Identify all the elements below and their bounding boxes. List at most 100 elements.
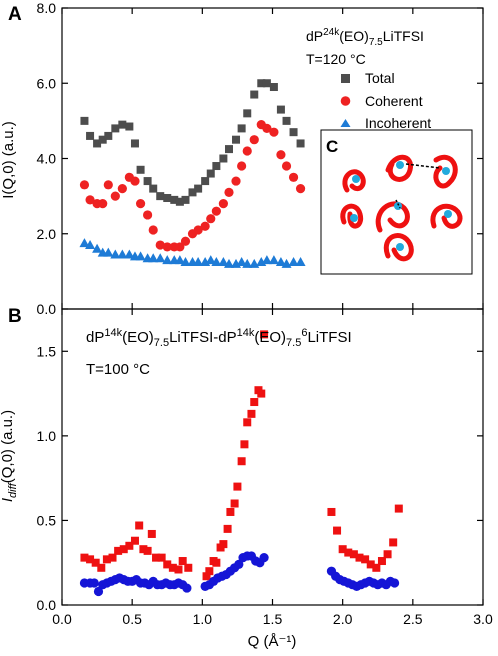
panel-b-series-0-point	[226, 507, 235, 516]
panel-a-incoherent-point	[218, 256, 229, 266]
panel-b-series-0-point	[135, 521, 144, 530]
panel-b: B 0.0 0.5 1.0 1.5 0.0 0.5 1.0 1.5 2.0 2.5 3.0 dP1…	[0, 306, 493, 650]
panel-a-coherent-point	[130, 176, 140, 186]
ion-5-icon	[394, 202, 402, 210]
legend-label-incoherent: Incoherent	[365, 115, 431, 131]
panel-b-series-0-point	[240, 440, 249, 449]
panel-a-coherent-point	[262, 123, 272, 133]
panel-a-incoherent-point	[205, 255, 216, 265]
panel-a-coherent-point	[162, 242, 172, 252]
panel-a-total-point	[86, 131, 95, 140]
panel-b-series-0-point	[130, 536, 139, 545]
panel-b-series-0-point	[230, 499, 239, 508]
panel-a-coherent-point	[193, 225, 203, 235]
panel-b-series-0-point	[383, 550, 392, 559]
x-tick-label: 3.0	[473, 611, 493, 627]
panel-a-total-point	[219, 154, 228, 163]
panel-a-coherent-point	[249, 135, 259, 145]
legend-label-coherent: Coherent	[365, 93, 423, 109]
panel-b-series-0-point	[143, 546, 152, 555]
panel-a-coherent-point	[180, 236, 191, 246]
panel-a-total-point	[111, 124, 120, 133]
x-tick-label: 0.0	[52, 611, 72, 627]
panel-a-total-point	[201, 177, 210, 186]
panel-a-total-point	[250, 90, 259, 99]
panel-b-series-0-point	[349, 550, 358, 559]
panel-b-y-tick-label: 0.5	[37, 512, 57, 528]
ion-4-icon	[350, 214, 358, 222]
panel-a-letter: A	[8, 4, 22, 25]
panel-b-title: dP14k(EO)7.5LiTFSI-dP14k(EO)7.56LiTFSI	[86, 327, 352, 349]
ion-6-icon	[444, 210, 452, 218]
panel-b-series-0-point	[233, 482, 242, 491]
panel-b-y-axis: 0.0 0.5 1.0 1.5	[37, 343, 483, 613]
ion-2-icon	[396, 161, 404, 169]
legend-marker-total	[341, 74, 350, 83]
panel-b-series-0-point	[102, 555, 111, 564]
panel-a-incoherent-point	[110, 249, 121, 259]
panel-a-incoherent-point	[85, 240, 96, 250]
panel-a-coherent-point	[98, 199, 108, 209]
ion-1-icon	[352, 175, 360, 183]
panel-b-series-0-point	[257, 389, 266, 398]
panel-a-coherent-point	[237, 161, 247, 171]
panel-a-total-point	[257, 79, 266, 88]
panel-b-series-0-point	[163, 560, 172, 569]
panel-a-coherent-point	[242, 146, 252, 156]
panel-a-total-point	[125, 122, 134, 131]
panel-b-series-0-point	[152, 553, 161, 562]
panel-a-incoherent-point	[148, 253, 159, 263]
panel-a-total-point	[276, 105, 285, 114]
panel-b-series-1-point	[234, 559, 244, 570]
panel-a-total-point	[296, 139, 305, 148]
panel-a-y-axis: 0.0 2.0 4.0 6.0 8.0	[37, 0, 483, 317]
chain-1-icon	[342, 169, 366, 193]
panel-a-coherent-point	[288, 172, 299, 182]
distance-arrow-icon	[405, 163, 441, 169]
panel-a-coherent-point	[269, 127, 279, 137]
panel-b-series-0-point	[86, 555, 95, 564]
panel-b-series-0-point	[97, 563, 106, 572]
panel-b-series-0-point	[389, 538, 398, 547]
panel-a-total-point	[104, 131, 113, 140]
panel-a-total-point	[206, 169, 215, 178]
panel-b-series-0-point	[168, 563, 177, 572]
panel-a-coherent-point	[224, 187, 234, 197]
panel-b-series-0-point	[394, 504, 403, 513]
panel-a-y-tick-label: 4.0	[37, 151, 57, 167]
panel-a-total-point	[262, 79, 271, 88]
panel-a-incoherent-point	[79, 238, 90, 248]
panel-a-incoherent-point	[236, 256, 247, 266]
panel-a-total-point	[194, 184, 203, 193]
panel-a-coherent-point	[218, 199, 228, 209]
panel-a-coherent-point	[85, 195, 95, 205]
panel-a-y-tick-label: 2.0	[37, 226, 57, 242]
panel-a-total-point	[243, 109, 252, 118]
panel-a-coherent-point	[206, 214, 216, 224]
panel-a-total-point	[93, 139, 102, 148]
panel-a-y-label: I(Q,0) (a.u.)	[0, 121, 17, 199]
panel-a-coherent-point	[148, 225, 158, 235]
distance-arrow-2-icon	[395, 199, 401, 209]
panel-b-x-axis: 0.0 0.5 1.0 1.5 2.0 2.5 3.0	[52, 309, 493, 627]
panel-a-total-point	[175, 197, 184, 206]
panel-b-series-0-point	[205, 567, 214, 576]
panel-a-y-tick-label: 0.0	[37, 301, 57, 317]
panel-a-total-point	[181, 195, 190, 204]
panel-a-total-point	[212, 162, 221, 171]
panel-a-coherent-point	[110, 191, 120, 201]
inset-letter: C	[326, 137, 338, 156]
panel-a-incoherent-point	[223, 258, 234, 268]
panel-b-series-1-point	[89, 578, 99, 588]
panel-b-series-0-point	[333, 526, 342, 535]
panel-a-total-point	[170, 195, 179, 204]
panel-b-series-0-point	[237, 457, 246, 466]
panel-a-incoherent-point	[193, 256, 204, 266]
panel-a-total-point	[80, 116, 89, 125]
panel-b-series-0-point	[377, 557, 386, 566]
panel-b-series-0-point	[80, 553, 89, 562]
panel-b-data	[79, 330, 403, 597]
panel-a-x-axis	[61, 8, 484, 309]
panel-a-total-point	[163, 194, 172, 203]
panel-b-series-0-point	[174, 565, 183, 574]
